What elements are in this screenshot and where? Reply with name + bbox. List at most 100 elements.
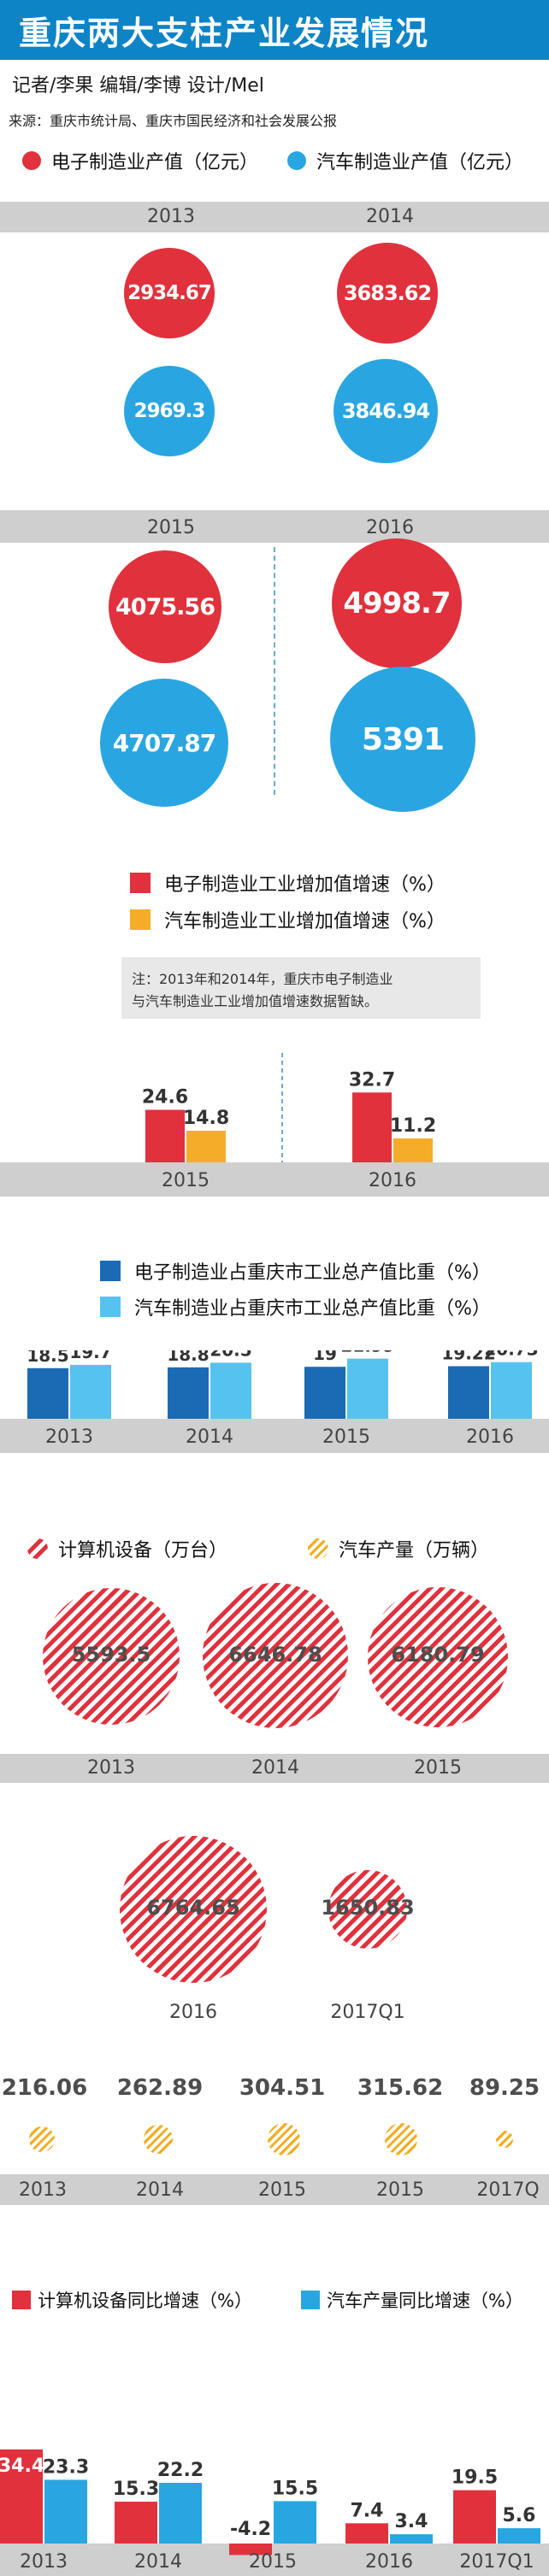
- bar-value-label: -4.2: [230, 2519, 271, 2540]
- x-tick-label: 2016: [369, 1170, 416, 1191]
- auto-circle-2015: 4707.87: [100, 679, 228, 807]
- legend-electronics-growth: 电子制造业工业增加值增速（%）: [130, 869, 446, 897]
- year-band: [0, 1162, 549, 1197]
- year-band-cars: 2013 2014 2015 2015 2017Q: [0, 2174, 549, 2205]
- year-label: 2015: [258, 2179, 306, 2201]
- bar: [274, 2501, 316, 2544]
- car-circle-2015b: [385, 2123, 417, 2155]
- bar-value-label: 3.4: [395, 2511, 428, 2532]
- car-value: 89.25: [469, 2075, 540, 2101]
- year-label: 2014: [251, 1757, 299, 1779]
- x-tick-label: 2013: [45, 1426, 93, 1448]
- bar: [304, 1367, 345, 1419]
- hatch-yellow-dot-icon: [308, 1538, 328, 1559]
- legend-auto-share: 汽车制造业占重庆市工业总产值比重（%）: [100, 1293, 491, 1320]
- orange-square-icon: [130, 909, 151, 930]
- bar: [70, 1364, 111, 1419]
- year-label: 2013: [19, 2179, 67, 2201]
- bar: [352, 1092, 392, 1162]
- computer-circle-2017q1: [328, 1870, 407, 1949]
- computer-circle-2015: [368, 1587, 508, 1727]
- year-label: 2014: [136, 2179, 184, 2201]
- dark-blue-square-icon: [100, 1261, 121, 1281]
- note-line: 与汽车制造业工业增加值增速数据暂缺。: [132, 993, 379, 1009]
- legend-cars: 汽车产量（万辆）: [308, 1535, 489, 1562]
- bar: [210, 1362, 251, 1419]
- electronics-circle-2016: 4998.7: [332, 538, 462, 668]
- legend-auto-growth: 汽车制造业工业增加值增速（%）: [130, 906, 446, 933]
- year-band: [0, 1419, 549, 1453]
- auto-circle-2013: 2969.3: [124, 366, 215, 456]
- x-tick-label: 2017Q1: [459, 2551, 534, 2573]
- bar: [145, 1109, 185, 1162]
- year-label: 2016: [169, 2002, 217, 2023]
- car-circle-2017q: [496, 2131, 513, 2148]
- bar-value-label: 7.4: [351, 2500, 384, 2521]
- title-banner: 重庆两大支柱产业发展情况: [0, 0, 549, 60]
- auto-circle-2014: 3846.94: [334, 359, 438, 463]
- light-blue-square-icon: [100, 1297, 121, 1317]
- x-tick-label: 2015: [322, 1426, 370, 1448]
- hatch-red-dot-icon: [27, 1538, 48, 1559]
- year-band-mid: 2015 2016: [0, 510, 549, 543]
- bar-value-label: 18.8: [167, 1350, 209, 1365]
- year-label: 2017Q: [476, 2179, 540, 2201]
- bar-value-label: 19.5: [452, 2467, 498, 2489]
- bar-value-label: 18.5: [27, 1350, 68, 1366]
- year-label: 2013: [147, 206, 195, 227]
- bar: [448, 1366, 489, 1419]
- divider-dashed: [274, 547, 275, 795]
- year-label: 2016: [366, 517, 414, 538]
- year-label: 2014: [366, 206, 414, 227]
- electronics-circle-2014: 3683.62: [337, 243, 438, 344]
- bar-value-label: 19: [313, 1350, 337, 1364]
- year-band: [0, 2544, 549, 2576]
- car-value: 304.51: [239, 2075, 326, 2101]
- x-tick-label: 2014: [134, 2551, 182, 2573]
- year-label: 2015: [414, 1757, 462, 1779]
- computer-circle-2013: [43, 1588, 180, 1725]
- year-label: 2017Q1: [330, 2002, 405, 2023]
- bar: [44, 2479, 87, 2544]
- legend-computer-growth: 计算机设备同比增速（%）: [12, 2287, 252, 2313]
- growth-bar-chart: 24.614.8 32.7 11.2 2015 2016: [0, 1053, 549, 1197]
- red-square-icon: [12, 2291, 31, 2309]
- bar-value-label: 34.4: [0, 2455, 44, 2477]
- page-title: 重庆两大支柱产业发展情况: [19, 15, 430, 52]
- bar-value-label: 19.22: [441, 1350, 495, 1363]
- x-tick-label: 2013: [20, 2551, 68, 2573]
- bar: [453, 2490, 496, 2544]
- x-tick-label: 2016: [466, 1426, 514, 1448]
- computer-value: 6180.79: [391, 1643, 485, 1667]
- year-label: 2015: [376, 2179, 424, 2201]
- red-square-icon: [130, 873, 151, 893]
- car-circle-2015: [268, 2123, 300, 2155]
- bar: [347, 1358, 388, 1419]
- x-tick-label: 2015: [162, 1170, 210, 1191]
- x-tick-label: 2014: [186, 1426, 233, 1448]
- blue-square-icon: [301, 2291, 320, 2309]
- car-value: 216.06: [1, 2075, 88, 2101]
- car-circle-2013: [29, 2126, 55, 2152]
- bar-value-label: 19.7: [69, 1350, 111, 1362]
- bar: [491, 1362, 532, 1419]
- electronics-circle-2015: 4075.56: [109, 550, 221, 663]
- computer-value: 6646.78: [228, 1643, 322, 1667]
- computer-value: 6764.65: [146, 1896, 240, 1920]
- year-label: 2015: [147, 517, 195, 538]
- bar-value-label: 15.3: [113, 2479, 159, 2500]
- bar: [27, 1367, 68, 1419]
- computer-circle-2014: [203, 1583, 348, 1728]
- bar-value-label: 24.6: [142, 1087, 188, 1109]
- bar-value-label: 20.5: [210, 1350, 251, 1360]
- car-value: 315.62: [357, 2075, 444, 2101]
- bar: [345, 2523, 388, 2544]
- bar: [393, 1138, 433, 1162]
- blue-dot-icon: [287, 151, 306, 170]
- yoy-growth-bar-chart: 34.423.3 2013 15.322.2 2014 -4.215.5 2015 7.4 3…: [0, 2449, 549, 2576]
- bar-value-label: 32.7: [349, 1069, 395, 1091]
- bar-value-label: 22.2: [157, 2460, 204, 2481]
- computer-value: 5593.5: [71, 1643, 151, 1667]
- year-band-computers-1: 2013 2014 2015: [0, 1754, 549, 1783]
- credits: 记者/李果 编辑/李博 设计/Mel: [12, 75, 264, 97]
